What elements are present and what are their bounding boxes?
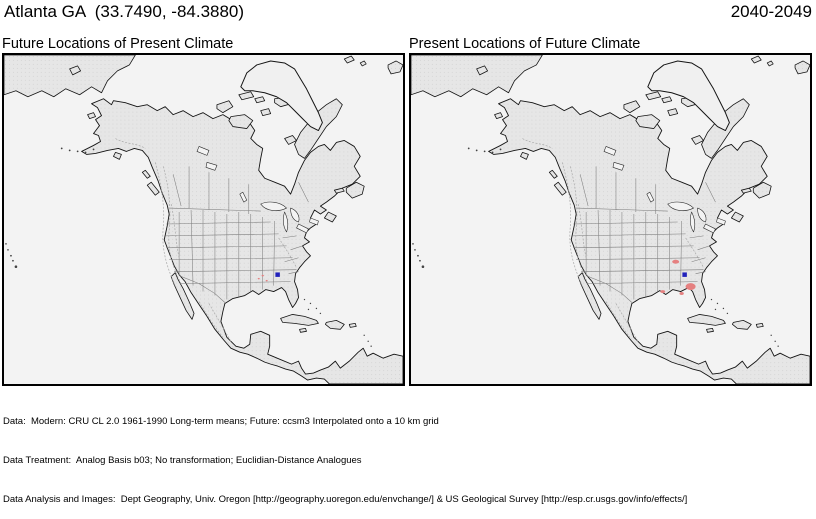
target-city-marker — [682, 272, 687, 277]
footer-line-treatment: Data Treatment: Analog Basis b03; No tra… — [3, 455, 362, 466]
analog-location-dot — [257, 277, 260, 280]
analog-region-patch — [660, 290, 666, 294]
analog-region-patch — [672, 259, 680, 264]
map-markers-right — [660, 259, 696, 296]
map-frame — [409, 53, 812, 386]
map-frame — [2, 53, 405, 386]
analog-location-dot — [261, 274, 264, 277]
footer-line-analysis: Data Analysis and Images: Dept Geography… — [3, 494, 688, 505]
footer-line-data: Data: Modern: CRU CL 2.0 1961-1990 Long-… — [3, 416, 439, 427]
footer-credits: Data: Modern: CRU CL 2.0 1961-1990 Long-… — [3, 389, 687, 519]
map-markers-left — [257, 272, 280, 282]
target-city-marker — [275, 272, 280, 277]
panel-title-present-locations: Present Locations of Future Climate — [409, 36, 641, 52]
page-title-period: 2040-2049 — [730, 2, 812, 21]
north-america-map-left — [4, 55, 403, 384]
panel-title-future-locations: Future Locations of Present Climate — [2, 36, 234, 52]
page-title-location: Atlanta GA (33.7490, -84.3880) — [4, 2, 245, 21]
analog-region-patch — [679, 292, 684, 296]
map-panel-present-locations: Present Locations of Future Climate — [409, 35, 812, 386]
analog-location-dot — [265, 279, 268, 282]
map-panel-future-locations: Future Locations of Present Climate — [2, 35, 405, 386]
analog-region-patch — [685, 283, 696, 291]
north-america-map-right — [411, 55, 810, 384]
